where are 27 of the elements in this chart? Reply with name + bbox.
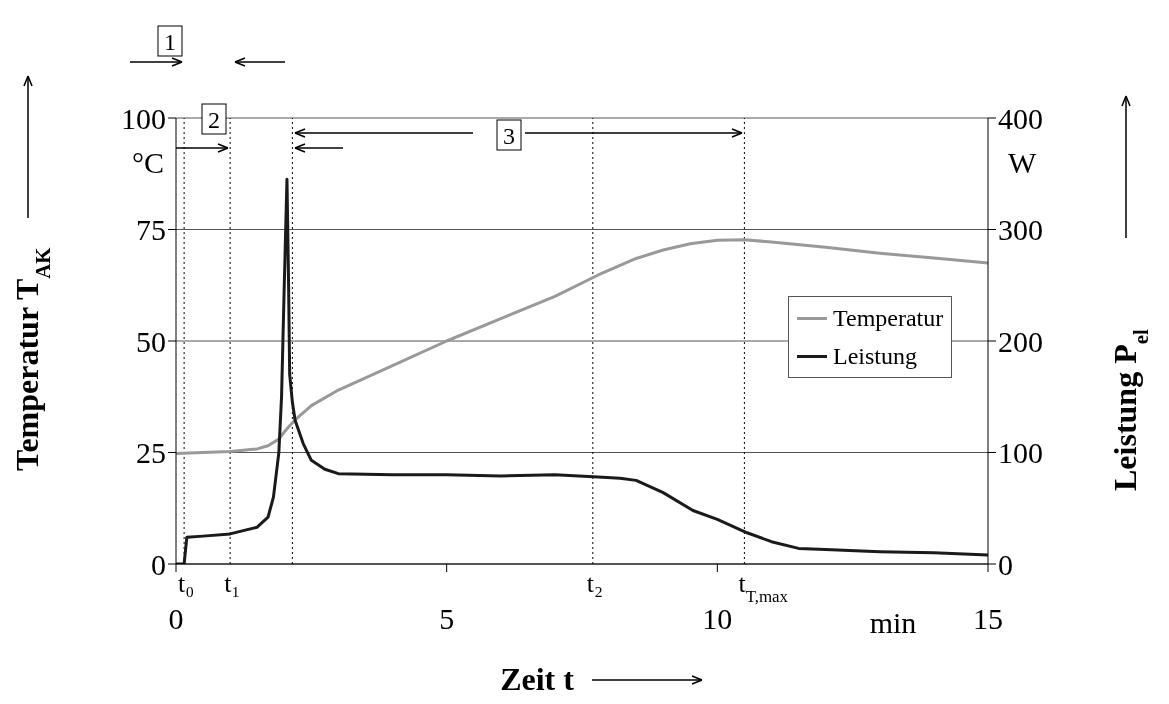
- ref-line-label: t₂: [586, 569, 604, 598]
- y2-tick-label: 200: [998, 324, 1043, 358]
- ref-line-label: t₀: [178, 569, 195, 598]
- y-tick-label: 50: [136, 324, 166, 358]
- y-tick-label: 75: [136, 213, 166, 247]
- text: min: [869, 606, 917, 639]
- y2-tick-label: 0: [998, 547, 1013, 581]
- x-tick-label: 5: [439, 602, 455, 636]
- ref-line-label: t₁: [224, 569, 241, 598]
- line-series: [176, 238, 988, 455]
- y2-tick-label: 100: [998, 436, 1043, 470]
- text: 1: [164, 29, 176, 55]
- x-axis-title: Zeit t: [500, 661, 575, 697]
- annotation: 2: [208, 107, 220, 133]
- y2-tick-label: 300: [998, 213, 1043, 247]
- annotation: 3: [503, 123, 515, 149]
- y-tick-label: 100: [121, 101, 166, 135]
- text: W: [1008, 146, 1037, 179]
- legend-label: Temperatur: [833, 304, 944, 333]
- x-tick-label: 15: [973, 602, 1003, 636]
- y2-tick-label: 400: [998, 101, 1043, 135]
- x-tick-label: 10: [702, 602, 733, 636]
- text: °C: [131, 146, 165, 179]
- legend-label: Leistung: [833, 342, 917, 371]
- y-tick-label: 0: [151, 547, 166, 581]
- ref-line-label: t$_{T,max}$: [738, 569, 789, 606]
- y-tick-label: 25: [136, 436, 166, 470]
